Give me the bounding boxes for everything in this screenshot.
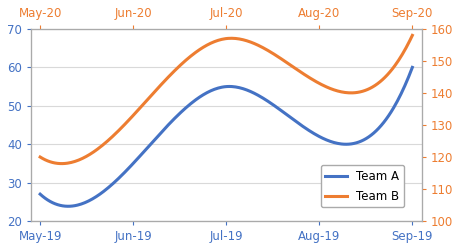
Team A: [39, 194, 44, 197]
Team A: [65, 205, 70, 208]
Team B: [58, 162, 64, 165]
Team A: [266, 100, 271, 103]
Line: Team B: Team B: [40, 35, 411, 164]
Team B: [266, 50, 271, 53]
Team B: [409, 34, 414, 37]
Legend: Team A, Team B: Team A, Team B: [320, 165, 403, 208]
Line: Team A: Team A: [40, 68, 411, 206]
Team A: [37, 193, 43, 196]
Team A: [352, 142, 357, 145]
Team A: [258, 96, 264, 99]
Team B: [258, 46, 264, 48]
Team B: [37, 156, 43, 158]
Team B: [39, 156, 44, 159]
Team B: [375, 81, 381, 84]
Team A: [260, 96, 265, 100]
Team B: [352, 91, 357, 94]
Team A: [409, 66, 414, 69]
Team A: [375, 127, 381, 130]
Team B: [260, 46, 265, 49]
